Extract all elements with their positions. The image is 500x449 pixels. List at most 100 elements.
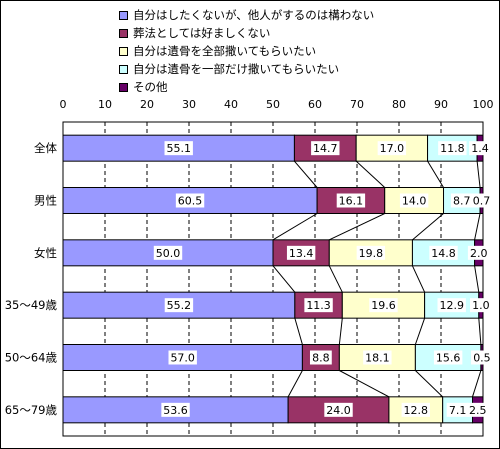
series-line-0-4	[476, 161, 481, 188]
series-line-1-2	[329, 213, 385, 241]
data-label-bg-4-4	[471, 350, 493, 365]
data-label-bg-3-1	[304, 298, 333, 313]
category-label-5: 65～79歳	[5, 403, 58, 417]
legend-label-1: 自分はしたくないが、他人がするのは構わない	[133, 8, 375, 22]
data-label-0-1: 14.7	[313, 142, 338, 155]
x-tick-label-3: 30	[182, 98, 196, 111]
x-tick-label-10: 100	[473, 98, 494, 111]
x-tick-label-2: 20	[140, 98, 154, 111]
data-label-3-4: 1.0	[472, 299, 490, 312]
legend-swatch-2	[119, 28, 128, 38]
data-label-0-3: 11.8	[440, 142, 465, 155]
x-tick-label-5: 50	[266, 98, 280, 111]
legend-item-2: 葬法としては好ましくない	[119, 24, 374, 42]
data-label-1-1: 16.1	[339, 195, 364, 208]
series-line-4-1	[287, 370, 303, 398]
data-label-bg-4-3	[433, 350, 463, 365]
data-label-bg-1-2	[399, 193, 429, 208]
legend-item-3: 自分は遺骨を全部撒いてもらいたい	[119, 42, 374, 60]
series-line-1-4	[474, 213, 481, 240]
legend-label-5: その他	[133, 80, 168, 94]
data-label-5-0: 53.6	[163, 404, 188, 417]
category-label-2: 女性	[34, 246, 57, 260]
data-label-bg-2-4	[467, 245, 490, 260]
series-line-2-1	[272, 265, 296, 293]
data-label-bg-3-3	[437, 298, 466, 313]
series-line-2-4	[474, 265, 480, 293]
data-label-bg-3-2	[369, 298, 398, 313]
legend-label-3: 自分は遺骨を全部撒いてもらいたい	[133, 44, 317, 58]
data-label-bg-4-1	[309, 350, 332, 365]
data-label-5-2: 12.8	[404, 404, 429, 417]
series-line-1-1	[272, 213, 318, 241]
data-label-bg-0-0	[164, 141, 193, 156]
x-tick-label-8: 80	[392, 98, 406, 111]
legend: 自分はしたくないが、他人がするのは構わない 葬法としては好ましくない 自分は遺骨…	[119, 6, 374, 96]
data-label-bg-1-4	[470, 193, 493, 208]
x-tick-label-0: 0	[60, 98, 67, 111]
data-label-3-2: 19.6	[371, 299, 396, 312]
data-label-5-1: 24.0	[326, 404, 351, 417]
series-line-4-3	[415, 370, 444, 398]
legend-label-4: 自分は遺骨を一部だけ撒いてもらいたい	[133, 62, 340, 76]
x-tick-label-4: 40	[224, 98, 238, 111]
series-line-3-3	[414, 318, 426, 345]
legend-item-4: 自分は遺骨を一部だけ撒いてもらいたい	[119, 60, 374, 78]
category-label-1: 男性	[34, 194, 57, 208]
data-label-bg-0-1	[311, 141, 340, 156]
category-label-3: 35～49歳	[5, 298, 58, 312]
data-label-bg-0-3	[438, 141, 467, 156]
data-label-5-4: 2.5	[469, 404, 487, 417]
data-label-bg-1-1	[336, 193, 366, 208]
category-label-4: 50～64歳	[5, 351, 58, 365]
data-label-2-4: 2.0	[470, 247, 488, 260]
data-label-bg-0-4	[469, 141, 491, 156]
data-label-4-1: 8.8	[312, 352, 330, 365]
data-label-5-3: 7.1	[449, 404, 467, 417]
data-label-bg-5-0	[161, 402, 190, 417]
data-label-3-0: 55.2	[167, 299, 192, 312]
data-label-2-1: 13.4	[289, 247, 314, 260]
series-line-3-1	[294, 318, 303, 345]
category-label-0: 全体	[34, 141, 57, 155]
series-line-0-2	[355, 160, 386, 188]
data-label-bg-2-1	[286, 245, 316, 260]
data-label-4-2: 18.1	[365, 352, 390, 365]
data-label-bg-1-0	[175, 193, 205, 208]
legend-swatch-1	[119, 10, 128, 20]
data-label-2-0: 50.0	[156, 247, 181, 260]
data-label-bg-4-2	[363, 350, 392, 365]
series-line-1-3	[412, 213, 444, 241]
data-label-bg-4-0	[168, 350, 197, 365]
data-label-3-1: 11.3	[306, 299, 331, 312]
x-tick-label-9: 90	[434, 98, 448, 111]
legend-label-2: 葬法としては好ましくない	[133, 26, 271, 40]
data-label-1-4: 0.7	[473, 195, 491, 208]
data-label-0-0: 55.1	[166, 142, 191, 155]
data-label-2-3: 14.8	[431, 247, 456, 260]
series-line-4-2	[339, 370, 390, 398]
legend-swatch-5	[119, 82, 128, 92]
series-line-4-4	[472, 370, 482, 397]
data-label-1-2: 14.0	[402, 195, 427, 208]
x-tick-label-1: 10	[98, 98, 112, 111]
data-label-bg-2-0	[153, 245, 183, 260]
series-line-2-2	[328, 265, 343, 293]
legend-item-1: 自分はしたくないが、他人がするのは構わない	[119, 6, 374, 24]
data-label-bg-5-4	[466, 402, 489, 417]
data-label-4-0: 57.0	[170, 352, 195, 365]
data-label-bg-5-3	[446, 402, 469, 417]
data-label-1-3: 8.7	[453, 195, 471, 208]
x-tick-label-6: 60	[308, 98, 322, 111]
series-line-0-1	[294, 160, 318, 188]
data-label-4-4: 0.5	[473, 352, 491, 365]
data-label-bg-2-3	[429, 245, 458, 260]
data-label-2-2: 19.8	[359, 247, 384, 260]
data-label-bg-0-2	[377, 141, 407, 156]
series-line-3-2	[338, 318, 343, 345]
data-label-bg-3-0	[164, 298, 194, 313]
data-label-bg-3-4	[470, 298, 492, 313]
x-tick-label-7: 70	[350, 98, 364, 111]
data-label-0-4: 1.4	[471, 142, 489, 155]
